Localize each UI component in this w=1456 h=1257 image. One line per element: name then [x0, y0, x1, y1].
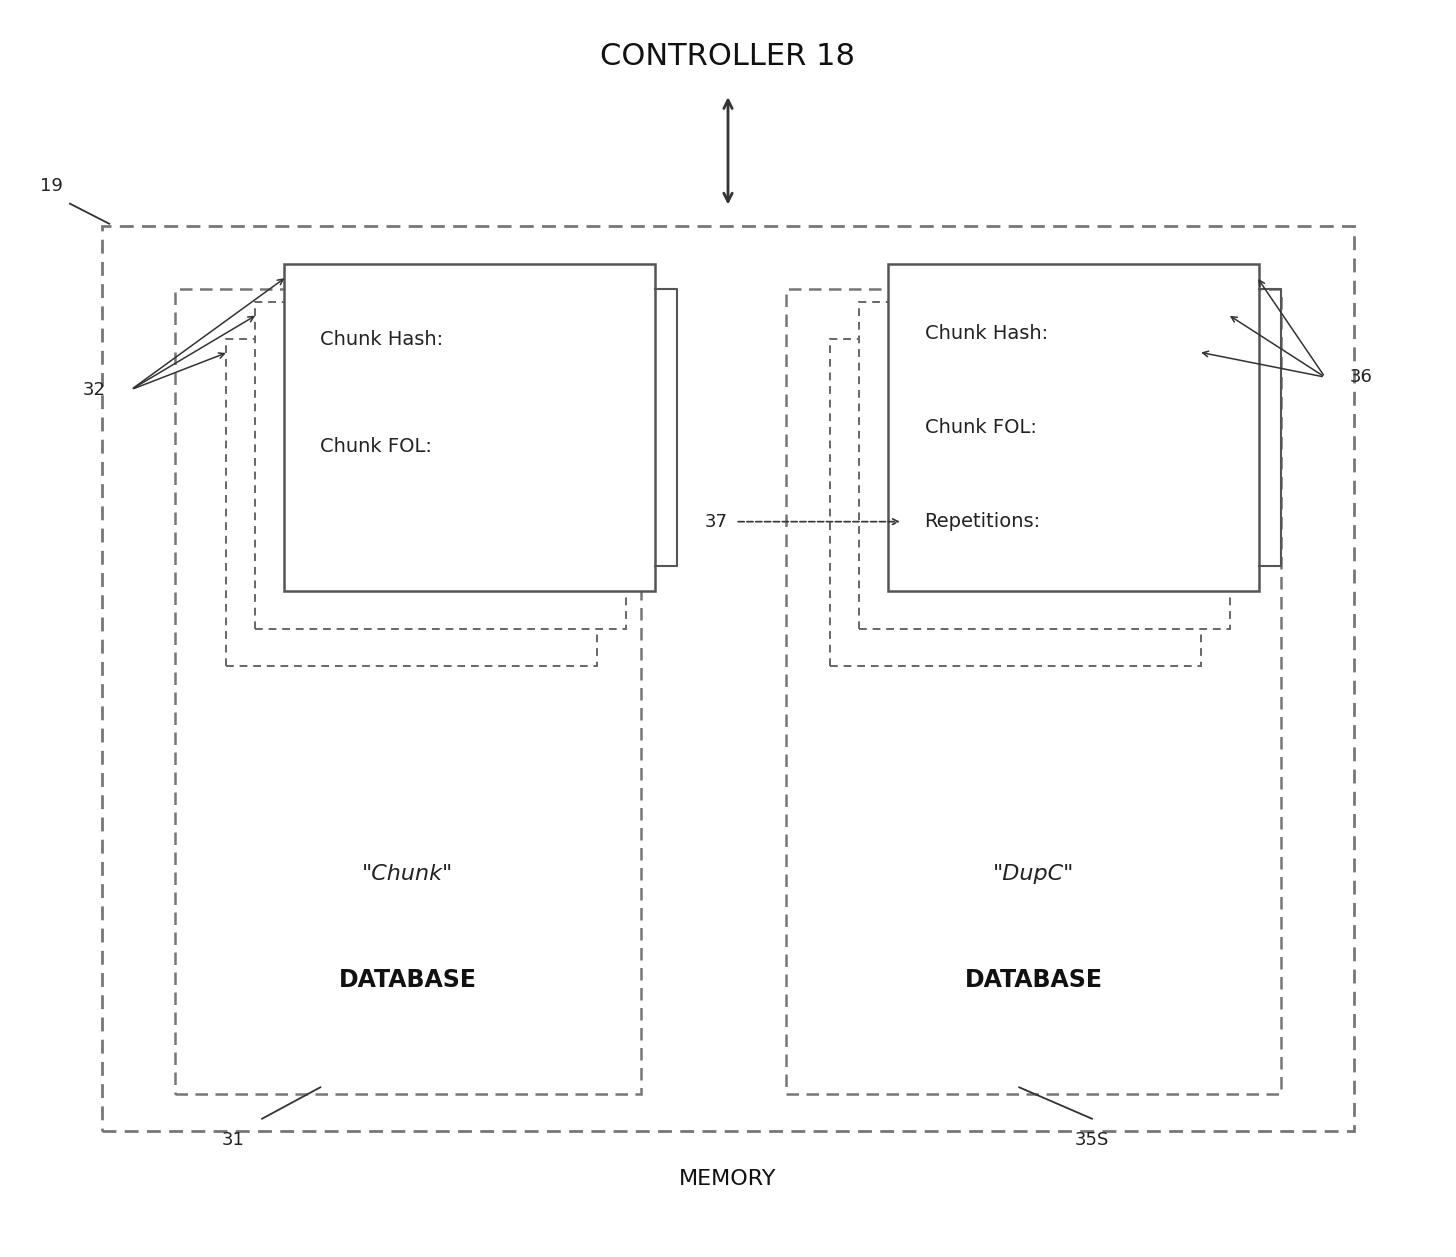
- Bar: [859, 302, 1230, 628]
- Text: CONTROLLER 18: CONTROLLER 18: [600, 41, 856, 72]
- Bar: [830, 339, 1201, 666]
- Bar: [102, 226, 1354, 1131]
- Text: 36: 36: [1350, 368, 1373, 386]
- Text: Chunk FOL:: Chunk FOL:: [320, 436, 432, 456]
- Bar: [255, 302, 626, 628]
- Bar: [175, 289, 641, 1094]
- Text: 19: 19: [39, 177, 63, 195]
- Text: "DupC": "DupC": [993, 864, 1075, 884]
- Text: 31: 31: [221, 1131, 245, 1149]
- Text: Chunk Hash:: Chunk Hash:: [925, 323, 1048, 343]
- Bar: [888, 264, 1259, 591]
- Text: 35S: 35S: [1075, 1131, 1109, 1149]
- Text: "Chunk": "Chunk": [363, 864, 453, 884]
- Bar: [226, 339, 597, 666]
- Text: 37: 37: [705, 513, 728, 530]
- Text: Chunk Hash:: Chunk Hash:: [320, 329, 444, 349]
- Text: DATABASE: DATABASE: [965, 968, 1102, 993]
- Text: Chunk FOL:: Chunk FOL:: [925, 417, 1037, 437]
- Text: Repetitions:: Repetitions:: [925, 512, 1041, 532]
- Text: MEMORY: MEMORY: [680, 1169, 776, 1189]
- Bar: [786, 289, 1281, 1094]
- Text: DATABASE: DATABASE: [339, 968, 476, 993]
- Bar: [284, 264, 655, 591]
- Text: 32: 32: [83, 381, 106, 398]
